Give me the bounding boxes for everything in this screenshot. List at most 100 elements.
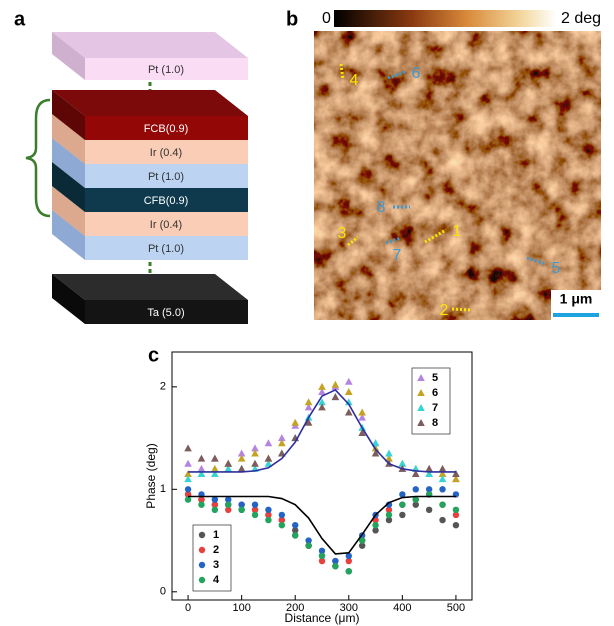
scale-bar [553,313,599,317]
triangle-marker [425,465,433,472]
linecut-label: 2 [440,302,449,319]
legend-label: 4 [213,574,220,586]
layer-label: Ta (5.0) [147,307,184,319]
x-tick-label: 0 [185,602,191,614]
circle-marker [319,553,325,559]
circle-marker [439,486,445,492]
layer-top [52,32,248,58]
circle-marker [426,507,432,513]
legend-label: 2 [213,544,219,556]
legend-box [412,368,450,434]
panel-b: b 0 2 deg 1 μm 1 2 3 4 5 6 7 8 [286,8,601,320]
layer-label: Pt (1.0) [148,171,184,183]
y-axis-label: Phase (deg) [144,443,158,508]
panel-a: a Ta (5.0) Pt (1.0) Ir (0.4) CFB(0.9) Pt (1.… [14,8,248,324]
circle-marker [399,512,405,518]
legend-label: 6 [432,387,438,399]
circle-marker [292,522,298,528]
circle-marker [225,501,231,507]
layer-label: Pt (1.0) [148,64,184,76]
triangle-marker [358,408,366,415]
panel-label: a [14,8,26,30]
circle-marker [372,522,378,528]
triangle-marker [184,444,192,451]
legend-label: 8 [432,417,438,429]
figure: a Ta (5.0) Pt (1.0) Ir (0.4) CFB(0.9) Pt (1.… [0,0,614,626]
panel-label: c [148,344,159,366]
triangle-marker [452,470,460,477]
layer-label: Ir (0.4) [150,219,182,231]
layer-label: Ir (0.4) [150,147,182,159]
x-tick-label: 500 [447,602,465,614]
circle-marker [185,486,191,492]
triangle-marker [291,419,299,426]
triangle-marker [332,381,340,388]
y-tick-label: 0 [160,586,166,598]
y-tick-label: 2 [160,381,166,393]
linecut-label: 5 [552,260,561,277]
colorbar-min: 0 [322,10,331,27]
triangle-marker [184,460,192,467]
triangle-marker [305,398,313,405]
circle-marker [199,547,205,553]
circle-marker [212,496,218,502]
brace [26,100,50,216]
triangle-marker [251,460,259,467]
legend-label: 1 [213,529,219,541]
triangle-marker [265,455,273,462]
linecut-label: 3 [338,225,347,242]
linecut-label: 7 [393,247,402,264]
x-tick-label: 400 [393,602,411,614]
triangle-marker [265,439,273,446]
triangle-marker [198,455,206,462]
circle-marker [279,512,285,518]
circle-marker [252,501,258,507]
x-tick-label: 300 [340,602,358,614]
circle-marker [439,501,445,507]
circle-marker [198,501,204,507]
linecut-label: 1 [453,223,462,240]
circle-marker [212,507,218,513]
circle-marker [305,542,311,548]
circle-marker [199,532,205,538]
layer-top [52,90,248,116]
triangle-marker [318,383,326,390]
legend-box [193,525,231,591]
circle-marker [439,517,445,523]
circle-marker [199,577,205,583]
layer-label: CFB(0.9) [144,195,189,207]
scale-bar-label: 1 μm [560,291,593,307]
circle-marker [453,507,459,513]
layer-label: FCB(0.9) [144,123,189,135]
circle-marker [346,568,352,574]
circle-marker [199,562,205,568]
triangle-marker [439,465,447,472]
colorbar [334,10,556,27]
panel-label: b [286,8,298,30]
circle-marker [185,496,191,502]
triangle-marker [332,393,340,400]
triangle-marker [345,378,353,385]
triangle-marker [224,460,232,467]
legend-label: 7 [432,402,438,414]
colorbar-max: 2 deg [561,10,601,27]
linecut-label: 8 [377,199,386,216]
y-tick-label: 1 [160,483,166,495]
circle-marker [399,501,405,507]
circle-marker [292,532,298,538]
triangle-marker [238,465,246,472]
triangle-marker [211,455,219,462]
linecut-label: 6 [412,65,421,82]
circle-marker [279,522,285,528]
triangle-marker [345,388,353,395]
linecut-label: 4 [350,72,359,89]
circle-marker [265,507,271,513]
layer-label: Pt (1.0) [148,243,184,255]
triangle-marker [385,449,393,456]
circle-marker [252,512,258,518]
legend-label: 5 [432,372,438,384]
x-tick-label: 100 [232,602,250,614]
circle-marker [238,507,244,513]
circle-marker [265,517,271,523]
